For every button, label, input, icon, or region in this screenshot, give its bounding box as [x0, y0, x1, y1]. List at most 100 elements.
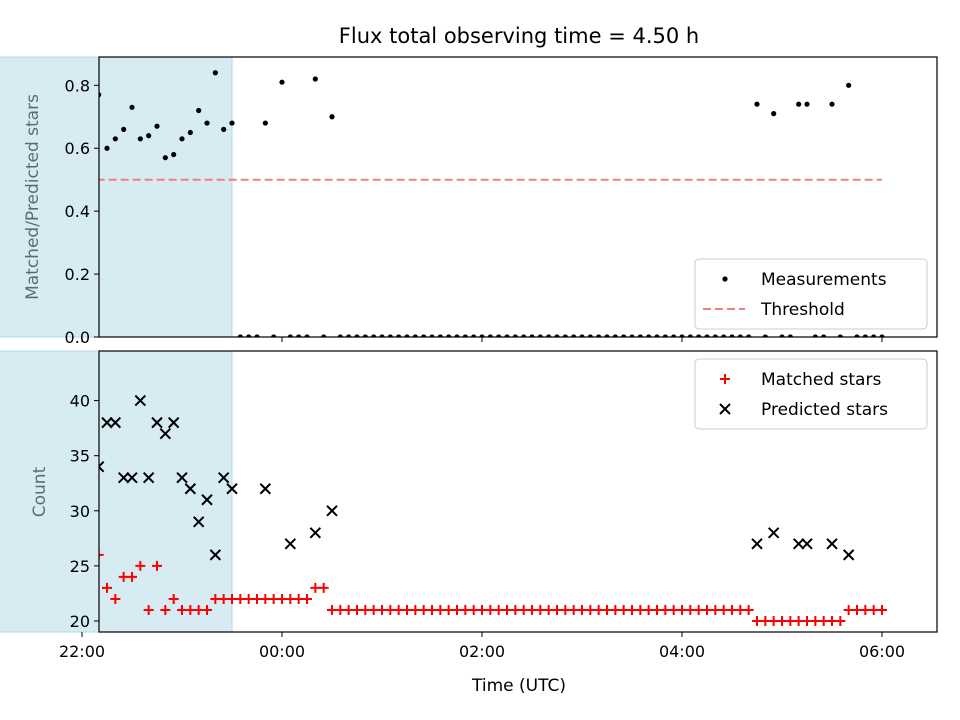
measurement-point: [796, 101, 802, 107]
measurement-point: [212, 70, 218, 76]
legend-marker-measurements: [722, 276, 728, 282]
matched-point: [560, 604, 571, 615]
measurement-point: [412, 334, 418, 337]
measurement-point: [721, 334, 727, 337]
matched-point: [152, 560, 162, 571]
predicted-point: [201, 494, 213, 506]
matched-point: [435, 604, 446, 615]
matched-point: [877, 604, 887, 615]
predicted-point: [767, 527, 780, 539]
x-tick-label: 00:00: [259, 642, 305, 661]
matched-point: [135, 560, 146, 571]
measurement-point: [637, 334, 643, 337]
measurement-point: [104, 145, 110, 151]
measurement-point: [487, 334, 493, 337]
matched-point: [310, 582, 321, 593]
x-tick-label: 04:00: [659, 642, 705, 661]
matched-point: [585, 604, 596, 615]
matched-point: [535, 604, 546, 615]
measurement-point: [571, 334, 577, 337]
measurement-point: [404, 334, 410, 337]
matched-point: [260, 593, 271, 604]
matched-point: [710, 604, 721, 615]
matched-point: [410, 604, 421, 615]
measurement-point: [662, 334, 668, 337]
measurement-point: [162, 155, 168, 161]
measurement-point: [354, 334, 360, 337]
measurement-point: [346, 334, 352, 337]
measurement-point: [337, 334, 343, 337]
y-tick-label: 35: [70, 447, 90, 466]
measurement-point: [529, 334, 535, 337]
measurement-point: [479, 334, 485, 337]
matched-point: [318, 582, 329, 593]
measurement-point: [546, 334, 552, 337]
matched-point: [235, 593, 246, 604]
measurement-point: [779, 334, 785, 337]
bottom-panel: 202530354020:0022:0000:0002:0004:0006:00…: [0, 350, 938, 661]
matched-point: [785, 615, 796, 626]
matched-point: [660, 604, 671, 615]
predicted-point: [101, 416, 113, 429]
predicted-point: [826, 538, 838, 550]
legend: Matched stars Predicted stars: [694, 358, 928, 430]
measurement-point: [112, 136, 118, 142]
measurement-point: [771, 111, 777, 117]
matched-point: [285, 593, 296, 604]
measurement-point: [612, 334, 618, 337]
legend-label: Threshold: [760, 300, 845, 320]
y-tick-label: 20: [70, 612, 90, 631]
legend-label: Matched stars: [761, 370, 881, 390]
measurement-point: [454, 334, 460, 337]
measurement-point: [712, 334, 718, 337]
matched-point: [485, 604, 496, 615]
predicted-point: [159, 427, 172, 440]
measurement-point: [279, 79, 285, 85]
matched-point: [610, 604, 621, 615]
y-tick-label: 0.4: [65, 202, 90, 221]
matched-point: [302, 593, 312, 604]
measurement-point: [787, 334, 793, 337]
measurement-point: [871, 334, 877, 337]
measurement-point: [879, 334, 885, 337]
measurement-point: [429, 334, 435, 337]
measurement-point: [371, 334, 377, 337]
predicted-point: [167, 416, 180, 429]
measurement-point: [521, 334, 527, 337]
matched-point: [143, 604, 154, 615]
measurement-point: [187, 129, 193, 136]
measurement-point: [446, 334, 452, 337]
measurement-point: [579, 334, 585, 337]
measurement-point: [129, 104, 135, 110]
marks: [99, 70, 885, 337]
measurement-point: [504, 334, 510, 337]
matched-point: [202, 604, 212, 615]
measurement-point: [221, 126, 227, 132]
predicted-point: [142, 472, 155, 484]
legend-marker-predicted: [719, 403, 731, 415]
measurement-point: [704, 334, 710, 337]
measurement-point: [137, 136, 143, 142]
measurement-point: [204, 120, 210, 126]
matched-point: [760, 615, 771, 626]
measurement-point: [746, 334, 752, 337]
predicted-point: [176, 472, 188, 484]
measurement-point: [246, 334, 252, 337]
x-axis-label: Time (UTC): [471, 676, 566, 696]
measurement-point: [629, 334, 635, 337]
x-tick-label: 22:00: [59, 642, 105, 661]
measurement-point: [837, 334, 843, 337]
predicted-point: [209, 549, 222, 561]
measurement-point: [812, 334, 818, 337]
predicted-point: [109, 416, 122, 429]
predicted-point: [259, 483, 272, 495]
legend-marker-matched: [720, 374, 730, 384]
measurement-point: [537, 334, 543, 337]
measurement-point: [846, 82, 852, 88]
x-tick-label: 06:00: [859, 642, 905, 661]
y-tick-label: 0.0: [65, 328, 90, 347]
measurement-point: [387, 334, 393, 337]
legend-box: [694, 358, 928, 430]
measurement-point: [687, 334, 693, 337]
